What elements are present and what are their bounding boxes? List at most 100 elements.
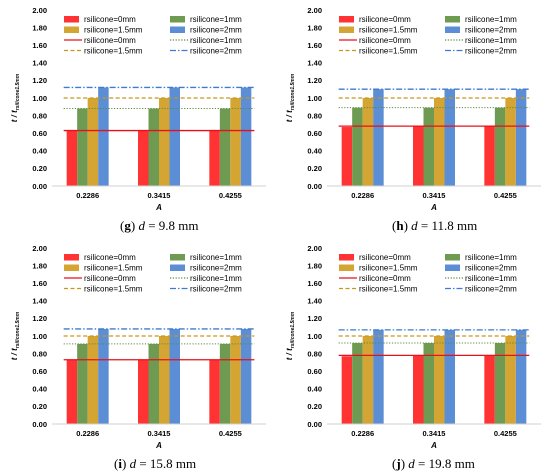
bar [148, 343, 159, 424]
bar [138, 130, 149, 186]
y-tick-label: 1.40 [307, 59, 322, 68]
x-tick-label: 0.3415 [148, 191, 171, 200]
legend-label: rsilicone=0mm [359, 36, 411, 45]
legend-swatch [170, 254, 185, 261]
bar [423, 107, 434, 186]
legend-label: rsilicone=2mm [465, 285, 517, 294]
bar [240, 328, 252, 424]
legend-label: rsilicone=1.5mm [84, 47, 143, 56]
y-axis-title-main: t / t [10, 110, 19, 122]
bar [362, 98, 374, 186]
bar [352, 107, 363, 186]
caption-var: d [408, 456, 415, 471]
bar [362, 336, 374, 424]
y-tick-label: 0.20 [32, 402, 47, 411]
bar [219, 343, 231, 424]
bar [159, 336, 170, 424]
y-tick-label: 0.20 [307, 402, 322, 411]
x-axis-title: A [430, 441, 437, 450]
caption-h: (h) d = 11.8 mm [392, 218, 478, 233]
y-tick-label: 0.00 [32, 420, 47, 429]
y-tick-label: 2.00 [307, 6, 322, 15]
bar [77, 108, 88, 186]
y-axis-title: t / trsilicone1.5mm [10, 73, 21, 122]
y-tick-label: 1.40 [307, 297, 322, 306]
bar [77, 343, 88, 424]
y-tick-label: 1.60 [307, 279, 322, 288]
caption-g: (g) d = 9.8 mm [120, 218, 199, 233]
y-axis-title-main: t / t [285, 348, 294, 360]
legend-swatch [445, 254, 460, 261]
bar [484, 126, 495, 186]
bar [230, 98, 241, 186]
x-tick-label: 0.4255 [219, 429, 242, 438]
bar [138, 359, 149, 424]
x-tick-label: 0.2286 [351, 429, 374, 438]
bar [373, 89, 384, 186]
bar [484, 355, 495, 424]
caption-var: d [138, 218, 145, 233]
x-tick-label: 0.2286 [76, 191, 99, 200]
y-tick-label: 1.00 [307, 94, 322, 103]
chart-svg-g: 0.00 0.20 0.40 0.60 0.80 1.00 1.20 1.40 1.60 1.80… [10, 6, 266, 212]
bar [515, 329, 527, 424]
bar [240, 87, 252, 186]
bar [444, 329, 455, 424]
legend-swatch [170, 16, 185, 23]
y-tick-label: 0.40 [32, 385, 47, 394]
legend-label: rsilicone=0mm [84, 274, 136, 283]
legend-swatch [170, 264, 185, 271]
x-tick-label: 0.4255 [494, 191, 517, 200]
caption-i: (i) d = 15.8 mm [114, 456, 197, 471]
bar [209, 359, 220, 424]
bar [434, 336, 445, 424]
caption-letter: j [396, 456, 401, 471]
bar [413, 126, 424, 186]
legend-label: rsilicone=1mm [465, 274, 517, 283]
legend-label: rsilicone=2mm [465, 47, 517, 56]
legend-label: rsilicone=2mm [190, 285, 242, 294]
caption-j: (j) d = 19.8 mm [392, 456, 475, 471]
y-axis-title-main: t / t [10, 348, 19, 360]
caption-letter: g [124, 218, 131, 233]
y-tick-label: 2.00 [307, 244, 322, 253]
bar [66, 359, 78, 424]
legend-swatch [445, 26, 460, 33]
legend-swatch [64, 264, 79, 271]
legend-label: rsilicone=2mm [190, 47, 242, 56]
bar [505, 336, 516, 424]
y-tick-label: 0.00 [307, 420, 322, 429]
bar [230, 336, 241, 424]
legend-label: rsilicone=1mm [465, 36, 517, 45]
bar [341, 356, 353, 424]
x-axis-title: A [155, 441, 162, 450]
y-tick-label: 1.00 [32, 94, 47, 103]
legend-label: rsilicone=1.5mm [359, 285, 418, 294]
y-tick-label: 2.00 [32, 244, 47, 253]
legend-label: rsilicone=0mm [84, 36, 136, 45]
bar [209, 130, 220, 186]
bar [352, 343, 363, 424]
legend-swatch [339, 254, 354, 261]
caption-rest: = 9.8 mm [144, 218, 199, 233]
legend-label: rsilicone=2mm [190, 264, 242, 273]
legend-swatch [339, 26, 354, 33]
bar [169, 328, 180, 424]
legend-label: rsilicone=2mm [465, 26, 517, 35]
x-tick-label: 0.3415 [423, 429, 446, 438]
legend-label: rsilicone=1.5mm [359, 26, 418, 35]
bar [515, 89, 527, 186]
y-axis-title: t / trsilicone1.5mm [10, 311, 21, 360]
bar [148, 108, 159, 186]
legend-swatch [64, 26, 79, 33]
y-tick-label: 1.20 [307, 76, 322, 85]
bar [494, 343, 506, 424]
y-tick-label: 0.80 [32, 111, 47, 120]
y-tick-label: 1.60 [307, 41, 322, 50]
y-tick-label: 0.00 [307, 182, 322, 191]
y-tick-label: 1.20 [32, 76, 47, 85]
y-axis-title-sub: rsilicone1.5mm [15, 311, 21, 348]
bar [169, 87, 180, 186]
chart-svg-i: 0.00 0.20 0.40 0.60 0.80 1.00 1.20 1.40 1.60 1.80… [10, 244, 266, 450]
legend-label: rsilicone=2mm [465, 264, 517, 273]
